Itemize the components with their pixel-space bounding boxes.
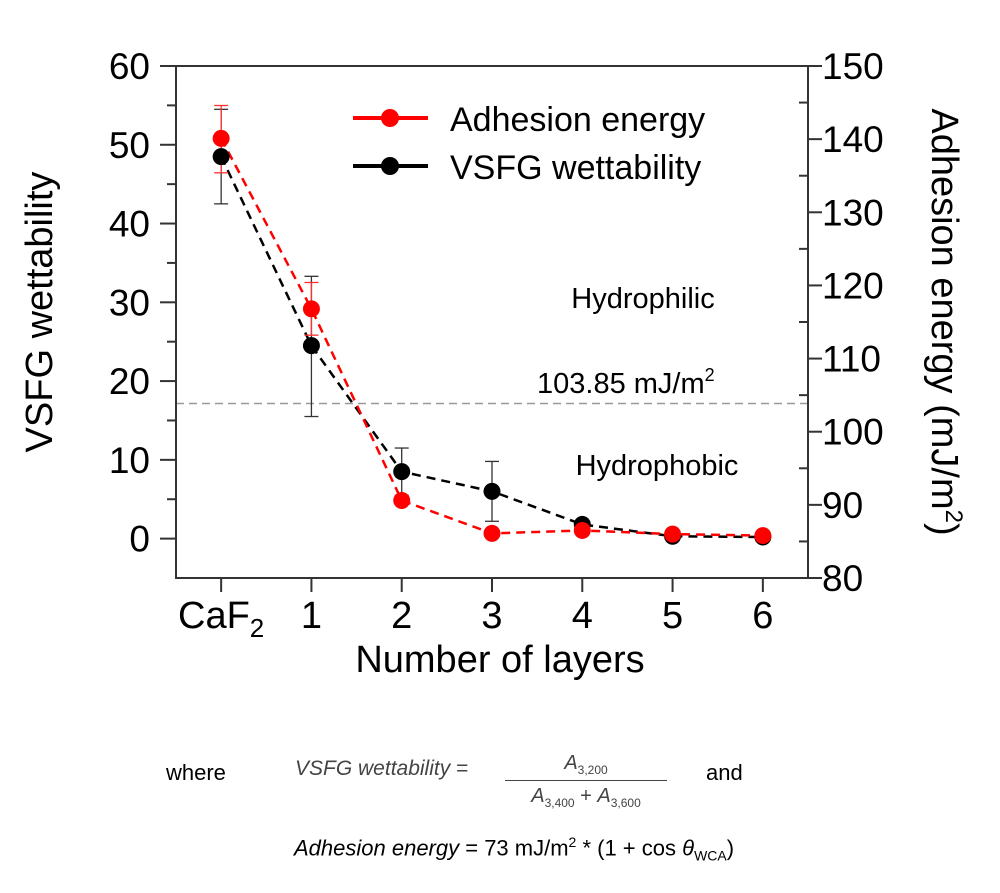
y-left-tick-label: 30 (109, 282, 150, 323)
legend-label-adhesion: Adhesion energy (450, 101, 705, 139)
y-right-tick-label: 80 (822, 558, 863, 599)
equation-where: where (166, 760, 226, 785)
data-point-adhesion (393, 491, 411, 509)
y-axis-left-label: VSFG wettability (19, 172, 61, 453)
data-point-vsfg (483, 482, 501, 500)
y-right-tick-label: 150 (822, 46, 884, 87)
y-left-tick-label: 60 (109, 46, 150, 87)
y-right-tick-label: 110 (822, 339, 881, 380)
x-tick-label: 6 (752, 595, 773, 637)
legend: Adhesion energy VSFG wettability (353, 101, 705, 187)
equation-vsfg-lhs: VSFG wettability = (295, 757, 469, 780)
y-left-tick-label: 10 (109, 440, 150, 481)
data-point-adhesion (212, 129, 230, 147)
data-point-vsfg (212, 148, 230, 166)
y-right-tick-label: 90 (822, 485, 863, 526)
y-left-tick-label: 20 (109, 361, 150, 402)
chart: 0 10 20 30 40 50 60 80 90 100 110 120 130 140 150 CaF2… (19, 46, 967, 681)
annotation-hydrophobic: Hydrophobic (576, 450, 739, 482)
data-point-vsfg (302, 337, 320, 355)
legend-marker-adhesion (381, 109, 399, 127)
y-right-tick-label: 120 (822, 265, 884, 306)
annotation-hydrophilic: Hydrophilic (571, 283, 714, 315)
x-tick-label: 1 (301, 595, 322, 637)
y-right-tick-label: 140 (822, 119, 884, 160)
y-right-tick-label: 130 (822, 192, 884, 233)
x-tick-label: CaF2 (178, 595, 264, 643)
legend-label-vsfg: VSFG wettability (450, 149, 701, 187)
data-point-adhesion (664, 525, 682, 543)
y-axis-right-label: Adhesion energy (mJ/m2) (923, 108, 967, 535)
threshold-label: 103.85 mJ/m2 (537, 365, 715, 400)
legend-marker-vsfg (381, 157, 399, 175)
equation-and: and (706, 760, 743, 785)
x-axis-label: Number of layers (355, 639, 644, 681)
data-point-adhesion (302, 300, 320, 318)
x-tick-label: 5 (662, 595, 683, 637)
data-point-adhesion (573, 521, 591, 539)
y-left-tick-label: 0 (129, 519, 150, 560)
data-point-vsfg (393, 463, 411, 481)
x-tick-label: 3 (481, 595, 502, 637)
x-tick-label: 4 (572, 595, 593, 637)
fraction-denominator: A3,400 + A3,600 (531, 785, 641, 810)
y-right-tick-label: 100 (822, 412, 884, 453)
data-point-adhesion (483, 524, 501, 542)
y-left-tick-label: 40 (109, 204, 150, 245)
equation-adhesion: Adhesion energy = 73 mJ/m2 * (1 + cos θW… (294, 834, 735, 864)
equation-vsfg-fraction: A3,200 A3,400 + A3,600 (505, 752, 667, 810)
x-tick-label: 2 (391, 595, 412, 637)
y-left-tick-label: 50 (109, 125, 150, 166)
fraction-numerator: A3,200 (505, 752, 667, 781)
data-point-adhesion (754, 527, 772, 545)
plot-frame (175, 65, 809, 579)
